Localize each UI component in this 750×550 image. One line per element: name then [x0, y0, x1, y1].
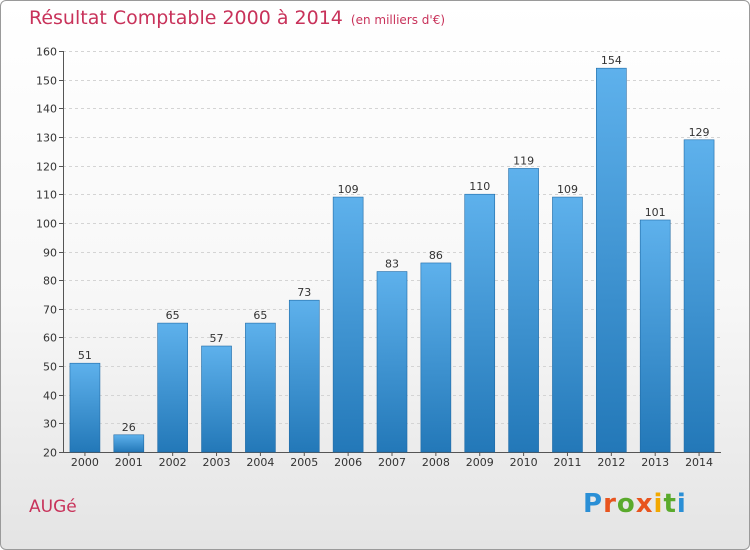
x-tick-label-2004: 2004: [246, 456, 274, 469]
x-tick-label-2014: 2014: [685, 456, 713, 469]
value-label-2005: 73: [297, 286, 311, 299]
value-label-2008: 86: [429, 249, 443, 262]
x-tick-label-2000: 2000: [71, 456, 99, 469]
x-tick-label-2013: 2013: [641, 456, 669, 469]
x-tick-label-2011: 2011: [553, 456, 581, 469]
value-label-2012: 154: [601, 54, 622, 67]
value-label-2009: 110: [469, 180, 490, 193]
value-label-2006: 109: [338, 183, 359, 196]
chart-subtitle: (en milliers d'€): [350, 13, 446, 27]
x-tick-label-2007: 2007: [378, 456, 406, 469]
value-label-2013: 101: [645, 206, 666, 219]
bar-2001: [113, 434, 145, 453]
y-tick-label-100: 100: [36, 218, 57, 231]
bar-2008: [420, 262, 452, 453]
x-tick-label-2003: 2003: [203, 456, 231, 469]
bar-2003: [201, 345, 232, 453]
y-tick-label-120: 120: [36, 161, 57, 174]
x-tick-label-2012: 2012: [597, 456, 625, 469]
bar-2004: [245, 322, 276, 453]
bar-2006: [332, 196, 364, 453]
x-tick-label-2009: 2009: [466, 456, 494, 469]
y-tick-label-110: 110: [36, 189, 57, 202]
y-tick-label-90: 90: [43, 247, 57, 260]
x-tick-label-2006: 2006: [334, 456, 362, 469]
x-tick-label-2008: 2008: [422, 456, 450, 469]
value-label-2010: 119: [513, 154, 534, 167]
value-label-2011: 109: [557, 183, 578, 196]
chart-title-text: Résultat Comptable 2000 à 2014: [29, 7, 343, 29]
x-tick-label-2005: 2005: [290, 456, 318, 469]
x-tick-label-2010: 2010: [510, 456, 538, 469]
chart-title: Résultat Comptable 2000 à 2014 (en millie…: [29, 7, 445, 29]
value-label-2000: 51: [78, 349, 92, 362]
bar-2014: [683, 139, 715, 453]
x-tick-label-2002: 2002: [159, 456, 187, 469]
value-label-2014: 129: [689, 126, 710, 139]
bar-2010: [508, 168, 539, 453]
place-name: AUGé: [29, 497, 77, 517]
bar-2012: [596, 67, 627, 453]
value-label-2001: 26: [122, 421, 136, 434]
y-tick-label-20: 20: [43, 447, 57, 460]
y-tick-label-160: 160: [36, 46, 57, 59]
x-tick-label-2001: 2001: [115, 456, 143, 469]
y-tick-label-40: 40: [43, 390, 57, 403]
y-tick-label-80: 80: [43, 275, 57, 288]
y-tick-label-150: 150: [36, 75, 57, 88]
value-label-2004: 65: [253, 309, 267, 322]
bar-2013: [639, 219, 671, 453]
bar-2005: [288, 299, 320, 453]
y-tick-label-60: 60: [43, 332, 57, 345]
bar-2009: [464, 193, 496, 453]
bar-2007: [376, 271, 408, 453]
bar-2011: [552, 196, 583, 453]
value-label-2002: 65: [166, 309, 180, 322]
y-tick-label-70: 70: [43, 304, 57, 317]
bar-2002: [157, 322, 188, 453]
proxiti-logo[interactable]: Proxiti: [583, 489, 687, 519]
bar-2000: [69, 362, 101, 453]
value-label-2007: 83: [385, 258, 399, 271]
y-tick-label-50: 50: [43, 361, 57, 374]
y-tick-label-140: 140: [36, 103, 57, 116]
y-tick-label-30: 30: [43, 418, 57, 431]
y-tick-label-130: 130: [36, 132, 57, 145]
value-label-2003: 57: [210, 332, 224, 345]
